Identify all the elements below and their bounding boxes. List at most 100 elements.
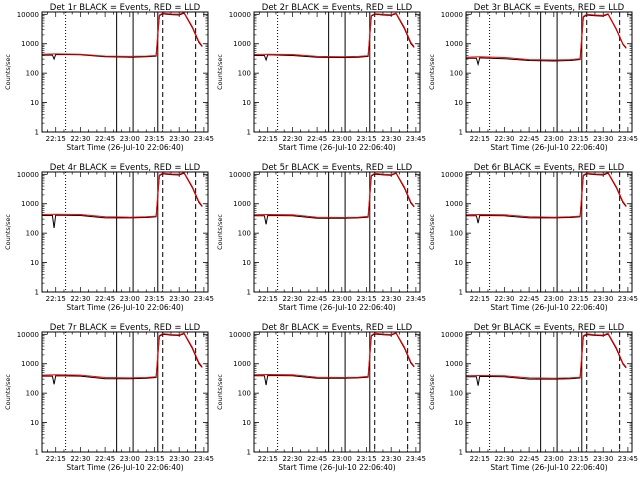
x-axis-label: Start Time (26-Jul-10 22:06:40) bbox=[278, 143, 395, 152]
panel-title: Det 1r BLACK = Events, RED = LLD bbox=[50, 3, 201, 13]
x-tick-label: 23:45 bbox=[618, 455, 638, 463]
x-tick-label: 22:15 bbox=[470, 135, 490, 143]
plot-frame bbox=[465, 11, 633, 133]
x-tick-label: 22:15 bbox=[258, 135, 278, 143]
series-lld-line bbox=[42, 172, 203, 218]
plot-frame bbox=[41, 11, 209, 133]
x-tick-label: 22:15 bbox=[470, 295, 490, 303]
x-tick-label: 23:15 bbox=[568, 135, 588, 143]
x-tick-label: 23:00 bbox=[332, 135, 352, 143]
detector-panel-9: Det 9r BLACK = Events, RED = LLD Counts/s… bbox=[428, 323, 638, 472]
panel-title: Det 4r BLACK = Events, RED = LLD bbox=[50, 163, 201, 173]
x-tick-label: 23:15 bbox=[356, 455, 376, 463]
y-tick-label: 100 bbox=[238, 390, 251, 398]
x-tick-label: 23:45 bbox=[406, 135, 426, 143]
y-tick-label: 10000 bbox=[17, 171, 39, 179]
y-axis-label: Counts/sec bbox=[216, 374, 224, 410]
y-axis-label: Counts/sec bbox=[428, 214, 436, 250]
x-tick-label: 22:30 bbox=[282, 295, 302, 303]
x-tick-label: 23:30 bbox=[381, 135, 401, 143]
y-tick-label: 1000 bbox=[445, 360, 463, 368]
x-tick-label: 22:45 bbox=[95, 135, 115, 143]
x-tick-label: 22:30 bbox=[70, 455, 90, 463]
x-tick-label: 23:30 bbox=[169, 295, 189, 303]
x-tick-label: 22:15 bbox=[46, 135, 66, 143]
y-tick-label: 10000 bbox=[229, 331, 251, 339]
detector-panel-4: Det 4r BLACK = Events, RED = LLD Counts/s… bbox=[4, 163, 214, 312]
series-events-line bbox=[466, 172, 627, 224]
y-minor-ticks bbox=[42, 15, 208, 124]
x-tick-label: 22:15 bbox=[470, 455, 490, 463]
y-tick-label: 10 bbox=[454, 259, 463, 267]
y-tick-label: 1000 bbox=[233, 200, 251, 208]
y-tick-label: 1000 bbox=[445, 40, 463, 48]
y-axis-label: Counts/sec bbox=[216, 54, 224, 90]
y-tick-label: 1 bbox=[35, 289, 39, 297]
x-axis-label: Start Time (26-Jul-10 22:06:40) bbox=[490, 463, 607, 472]
y-tick-label: 10000 bbox=[229, 11, 251, 19]
panel-title: Det 8r BLACK = Events, RED = LLD bbox=[262, 323, 413, 333]
y-minor-ticks bbox=[466, 15, 632, 124]
y-axis-label: Counts/sec bbox=[4, 374, 12, 410]
y-tick-label: 1000 bbox=[233, 360, 251, 368]
y-minor-ticks bbox=[254, 335, 420, 444]
x-tick-label: 23:15 bbox=[356, 295, 376, 303]
x-tick-label: 23:15 bbox=[568, 455, 588, 463]
x-tick-label: 23:30 bbox=[593, 295, 613, 303]
y-tick-label: 100 bbox=[26, 70, 39, 78]
detector-panel-8: Det 8r BLACK = Events, RED = LLD Counts/s… bbox=[216, 323, 426, 472]
detector-panel-6: Det 6r BLACK = Events, RED = LLD Counts/s… bbox=[428, 163, 638, 312]
y-minor-ticks bbox=[466, 335, 632, 444]
x-tick-label: 22:45 bbox=[307, 295, 327, 303]
x-tick-label: 23:30 bbox=[593, 455, 613, 463]
y-tick-label: 10000 bbox=[441, 331, 463, 339]
series-lld-line bbox=[466, 332, 627, 379]
detector-panel-2: Det 2r BLACK = Events, RED = LLD Counts/s… bbox=[216, 3, 426, 152]
y-tick-label: 1 bbox=[247, 449, 251, 457]
y-tick-label: 1 bbox=[459, 289, 463, 297]
y-tick-label: 1 bbox=[35, 129, 39, 137]
plot-frame bbox=[253, 331, 421, 453]
plot-frame bbox=[41, 171, 209, 293]
x-tick-label: 22:15 bbox=[46, 455, 66, 463]
panel-title: Det 9r BLACK = Events, RED = LLD bbox=[474, 323, 625, 333]
x-tick-label: 23:00 bbox=[544, 135, 564, 143]
y-tick-label: 100 bbox=[26, 390, 39, 398]
x-tick-label: 22:30 bbox=[282, 135, 302, 143]
x-axis-label: Start Time (26-Jul-10 22:06:40) bbox=[490, 303, 607, 312]
series-events-line bbox=[254, 172, 415, 225]
y-axis-label: Counts/sec bbox=[4, 214, 12, 250]
x-axis-label: Start Time (26-Jul-10 22:06:40) bbox=[66, 143, 183, 152]
y-tick-label: 100 bbox=[238, 70, 251, 78]
y-tick-label: 10 bbox=[454, 99, 463, 107]
x-axis-label: Start Time (26-Jul-10 22:06:40) bbox=[66, 463, 183, 472]
y-axis-label: Counts/sec bbox=[216, 214, 224, 250]
panel-title: Det 6r BLACK = Events, RED = LLD bbox=[474, 163, 625, 173]
detector-panel-7: Det 7r BLACK = Events, RED = LLD Counts/s… bbox=[4, 323, 214, 472]
y-tick-label: 100 bbox=[450, 70, 463, 78]
detector-panel-1: Det 1r BLACK = Events, RED = LLD Counts/s… bbox=[4, 3, 214, 152]
y-tick-label: 10 bbox=[242, 419, 251, 427]
x-tick-label: 22:30 bbox=[70, 295, 90, 303]
x-tick-label: 23:00 bbox=[544, 455, 564, 463]
series-lld-line bbox=[42, 332, 203, 379]
y-tick-label: 10 bbox=[242, 259, 251, 267]
y-tick-label: 1 bbox=[247, 289, 251, 297]
x-tick-label: 23:00 bbox=[332, 455, 352, 463]
series-lld-line bbox=[254, 332, 415, 379]
panel-title: Det 7r BLACK = Events, RED = LLD bbox=[50, 323, 201, 333]
x-tick-label: 23:45 bbox=[618, 135, 638, 143]
x-tick-label: 23:45 bbox=[618, 295, 638, 303]
y-tick-label: 10 bbox=[30, 419, 39, 427]
y-minor-ticks bbox=[254, 175, 420, 284]
panel-title: Det 3r BLACK = Events, RED = LLD bbox=[474, 3, 625, 13]
y-minor-ticks bbox=[254, 15, 420, 124]
x-tick-label: 23:45 bbox=[406, 455, 426, 463]
y-tick-label: 1 bbox=[35, 449, 39, 457]
x-tick-label: 22:30 bbox=[282, 455, 302, 463]
x-tick-label: 23:00 bbox=[120, 135, 140, 143]
x-tick-label: 22:30 bbox=[70, 135, 90, 143]
y-axis-label: Counts/sec bbox=[4, 54, 12, 90]
x-axis-label: Start Time (26-Jul-10 22:06:40) bbox=[66, 303, 183, 312]
